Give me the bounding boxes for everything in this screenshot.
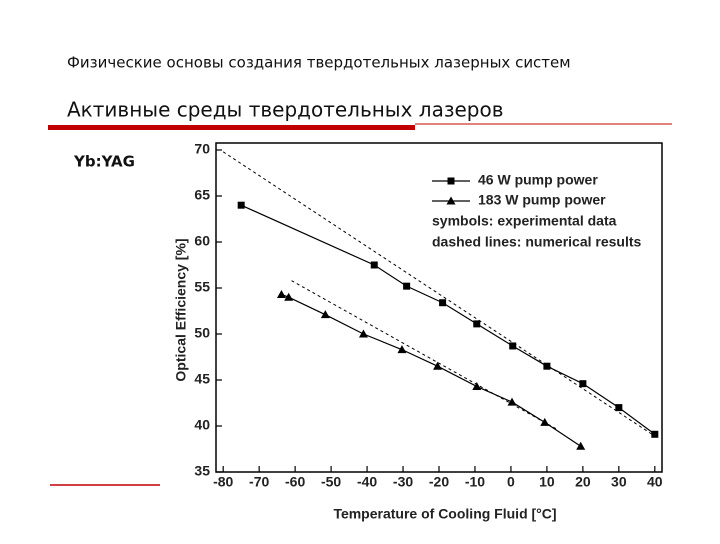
data-point bbox=[509, 342, 517, 350]
legend-marker bbox=[447, 177, 455, 185]
legend-label: 183 W pump power bbox=[478, 192, 606, 208]
data-point bbox=[433, 361, 443, 370]
x-tick-label: -70 bbox=[249, 474, 269, 490]
y-tick-label: 70 bbox=[194, 141, 210, 157]
y-axis-label: Optical Efficiency [%] bbox=[173, 238, 189, 381]
y-tick-label: 40 bbox=[194, 417, 210, 433]
data-point bbox=[403, 282, 411, 290]
legend-marker bbox=[446, 196, 456, 205]
series-line bbox=[281, 293, 582, 447]
x-tick-label: 0 bbox=[507, 474, 515, 490]
legend-note: symbols: experimental data bbox=[432, 213, 617, 229]
data-point bbox=[576, 441, 586, 450]
data-point bbox=[284, 292, 294, 301]
data-point bbox=[507, 397, 517, 406]
x-tick-label: -10 bbox=[465, 474, 485, 490]
data-point bbox=[540, 417, 550, 426]
data-point bbox=[473, 320, 481, 328]
y-tick-label: 65 bbox=[194, 187, 210, 203]
x-tick-label: -60 bbox=[285, 474, 305, 490]
y-tick-label: 55 bbox=[194, 279, 210, 295]
data-point bbox=[370, 261, 378, 269]
data-point bbox=[439, 299, 447, 307]
material-label: Yb:YAG bbox=[73, 153, 135, 171]
legend-note: dashed lines: numerical results bbox=[432, 234, 642, 250]
data-point bbox=[397, 345, 407, 354]
x-tick-label: -40 bbox=[357, 474, 377, 490]
dashed-line bbox=[222, 151, 656, 437]
x-tick-label: 40 bbox=[647, 474, 663, 490]
data-point bbox=[579, 380, 587, 388]
y-tick-label: 60 bbox=[194, 233, 210, 249]
data-point bbox=[543, 362, 551, 370]
data-point bbox=[651, 430, 659, 438]
x-tick-label: -30 bbox=[393, 474, 413, 490]
x-tick-label: -20 bbox=[429, 474, 449, 490]
slide-header: Физические основы создания твердотельных… bbox=[67, 54, 571, 72]
y-tick-label: 50 bbox=[194, 325, 210, 341]
data-point bbox=[320, 310, 330, 319]
x-tick-label: -50 bbox=[321, 474, 341, 490]
legend-label: 46 W pump power bbox=[478, 172, 598, 188]
data-point bbox=[237, 201, 245, 209]
x-axis-label: Temperature of Cooling Fluid [°C] bbox=[333, 506, 556, 522]
data-point bbox=[276, 289, 286, 298]
slide-title: Активные среды твердотельных лазеров bbox=[67, 98, 503, 122]
title-underline bbox=[48, 125, 415, 130]
y-tick-label: 35 bbox=[194, 463, 210, 479]
x-tick-label: -80 bbox=[213, 474, 233, 490]
data-point bbox=[472, 381, 482, 390]
series-line bbox=[240, 204, 656, 435]
x-tick-label: 30 bbox=[611, 474, 627, 490]
dashed-line bbox=[291, 280, 558, 431]
x-tick-label: 10 bbox=[539, 474, 555, 490]
x-tick-label: 20 bbox=[575, 474, 591, 490]
y-tick-label: 45 bbox=[194, 371, 210, 387]
data-point bbox=[358, 329, 368, 338]
data-point bbox=[615, 404, 623, 412]
